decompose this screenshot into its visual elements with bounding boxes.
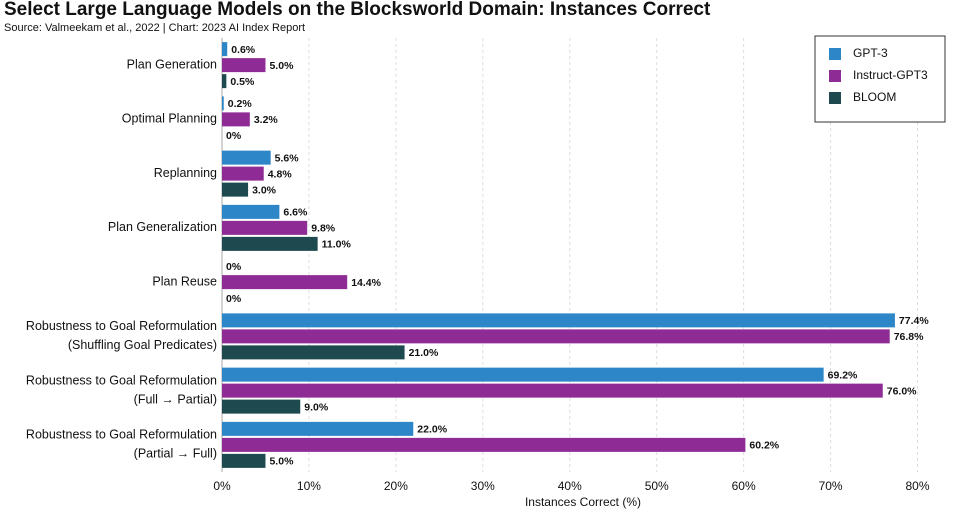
x-tick-label: 30% [471, 479, 495, 493]
bar [222, 182, 249, 197]
bar [222, 399, 301, 414]
value-label: 9.0% [304, 401, 329, 413]
y-tick-label: Robustness to Goal Reformulation [26, 373, 217, 387]
bar [222, 345, 405, 360]
chart-subtitle: Source: Valmeekam et al., 2022 | Chart: … [4, 22, 305, 34]
value-label: 5.6% [275, 152, 300, 164]
x-tick-label: 40% [558, 479, 582, 493]
bar [222, 204, 280, 219]
value-label: 0% [226, 261, 242, 273]
legend-swatch [829, 70, 841, 82]
x-tick-label: 50% [645, 479, 669, 493]
x-tick-label: 10% [297, 479, 321, 493]
value-label: 4.8% [268, 168, 293, 180]
bar [222, 58, 266, 73]
value-label: 3.0% [252, 184, 277, 196]
bar [222, 220, 308, 235]
y-tick-label: Robustness to Goal Reformulation [26, 319, 217, 333]
value-label: 0% [226, 130, 242, 142]
legend-label: GPT-3 [853, 46, 888, 60]
y-tick-label: (Full → Partial) [134, 392, 217, 406]
value-label: 76.8% [894, 331, 924, 343]
bar [222, 329, 890, 344]
bar [222, 453, 266, 468]
bar [222, 383, 883, 398]
value-label: 5.0% [269, 456, 294, 468]
y-tick-label: Robustness to Goal Reformulation [26, 428, 217, 442]
value-label: 77.4% [899, 315, 929, 327]
x-tick-label: 60% [732, 479, 756, 493]
legend-label: BLOOM [853, 90, 896, 104]
value-label: 21.0% [409, 347, 439, 359]
bar [222, 421, 414, 436]
y-tick-label: Replanning [154, 166, 217, 180]
bar [222, 74, 227, 89]
value-label: 60.2% [749, 440, 779, 452]
y-tick-label: (Shuffling Goal Predicates) [68, 338, 217, 352]
y-tick-label: Optimal Planning [122, 112, 217, 126]
value-label: 14.4% [351, 277, 381, 289]
y-tick-label: Plan Reuse [152, 274, 217, 288]
bar [222, 112, 250, 127]
bar [222, 437, 746, 452]
bar [222, 42, 228, 57]
value-label: 0.2% [228, 98, 253, 110]
bar [222, 313, 895, 328]
x-tick-label: 80% [906, 479, 930, 493]
value-label: 69.2% [828, 369, 858, 381]
x-tick-label: 20% [384, 479, 408, 493]
y-tick-label: Plan Generation [127, 57, 217, 71]
value-label: 76.0% [887, 385, 917, 397]
value-label: 6.6% [283, 207, 308, 219]
x-axis-label: Instances Correct (%) [525, 495, 641, 509]
value-label: 5.0% [269, 60, 294, 72]
value-label: 0.6% [231, 44, 256, 56]
bar [222, 275, 348, 290]
value-label: 9.8% [311, 223, 336, 235]
x-tick-label: 70% [819, 479, 843, 493]
value-label: 11.0% [322, 239, 352, 251]
value-label: 3.2% [254, 114, 279, 126]
legend-swatch [829, 92, 841, 104]
bar [222, 367, 824, 382]
y-tick-label: (Partial → Full) [134, 447, 217, 461]
value-label: 22.0% [417, 424, 447, 436]
bar [222, 166, 264, 181]
bar [222, 96, 224, 111]
value-label: 0% [226, 293, 242, 305]
y-tick-label: Plan Generalization [108, 220, 217, 234]
chart-title: Select Large Language Models on the Bloc… [4, 0, 711, 20]
legend-swatch [829, 48, 841, 60]
x-tick-label: 0% [213, 479, 231, 493]
bar [222, 150, 271, 165]
legend-label: Instruct-GPT3 [853, 68, 928, 82]
value-label: 0.5% [230, 76, 255, 88]
bar [222, 236, 318, 251]
